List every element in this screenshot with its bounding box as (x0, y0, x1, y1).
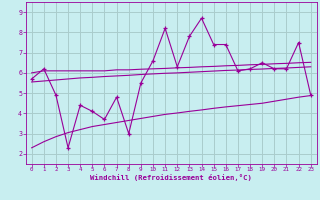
X-axis label: Windchill (Refroidissement éolien,°C): Windchill (Refroidissement éolien,°C) (90, 174, 252, 181)
